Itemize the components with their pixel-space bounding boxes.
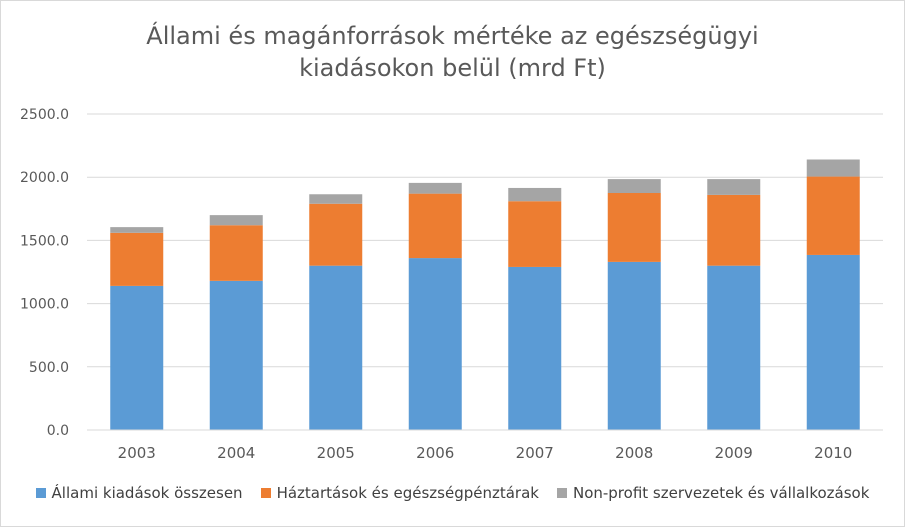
x-tick-label: 2010 — [814, 444, 852, 462]
legend-swatch-nonprofit — [556, 488, 567, 498]
bar-segment — [607, 193, 661, 262]
bar-segment — [607, 261, 661, 430]
bar-segment — [309, 203, 363, 266]
bar-segment — [806, 159, 860, 177]
legend-label-allami: Állami kiadások összesen — [51, 484, 243, 502]
y-tick-label: 1000.0 — [20, 297, 69, 313]
bar-segment — [508, 201, 562, 267]
legend-swatch-allami — [35, 488, 46, 498]
bar-segment — [508, 187, 562, 202]
bar-segment — [110, 232, 164, 286]
bar-segment — [408, 182, 462, 194]
chart-title-line-1: Állami és magánforrások mértéke az egész… — [146, 22, 759, 50]
bar-segment — [806, 254, 860, 430]
bar-segment — [607, 179, 661, 193]
chart-legend: Állami kiadások összesen Háztartások és … — [0, 484, 905, 502]
bar-segment — [408, 193, 462, 259]
y-tick-label: 2000.0 — [20, 170, 69, 186]
y-tick-label: 2500.0 — [20, 107, 69, 123]
x-tick-label: 2008 — [615, 444, 653, 462]
bar-segment — [209, 225, 263, 281]
bar-segment — [707, 265, 761, 430]
bar-segment — [806, 176, 860, 255]
bar-segment — [508, 266, 562, 430]
bar-segment — [707, 179, 761, 195]
bar-segment — [110, 227, 164, 233]
bar-segment — [110, 285, 164, 430]
legend-label-nonprofit: Non-profit szervezetek és vállalkozások — [572, 484, 870, 502]
x-tick-label: 2006 — [416, 444, 454, 462]
y-tick-label: 1500.0 — [20, 233, 69, 249]
x-tick-label: 2003 — [118, 444, 156, 462]
bar-segment — [408, 258, 462, 430]
legend-swatch-haztartasok — [260, 488, 271, 498]
x-tick-label: 2009 — [715, 444, 753, 462]
bar-segment — [309, 265, 363, 430]
legend-label-haztartasok: Háztartások és egészségpénztárak — [276, 484, 539, 502]
bar-segment — [209, 280, 263, 430]
y-tick-label: 500.0 — [29, 360, 69, 376]
chart-title: Állami és magánforrások mértéke az egész… — [60, 20, 845, 84]
x-tick-label: 2005 — [317, 444, 355, 462]
legend-item-haztartasok: Háztartások és egészségpénztárak — [260, 484, 539, 502]
legend-item-allami: Állami kiadások összesen — [35, 484, 243, 502]
bar-segment — [707, 194, 761, 266]
y-tick-label: 0.0 — [47, 423, 69, 439]
bar-segment — [209, 215, 263, 226]
x-tick-label: 2007 — [516, 444, 554, 462]
legend-item-nonprofit: Non-profit szervezetek és vállalkozások — [556, 484, 870, 502]
chart-title-line-2: kiadásokon belül (mrd Ft) — [299, 54, 606, 82]
x-tick-label: 2004 — [217, 444, 255, 462]
bar-segment — [309, 194, 363, 204]
